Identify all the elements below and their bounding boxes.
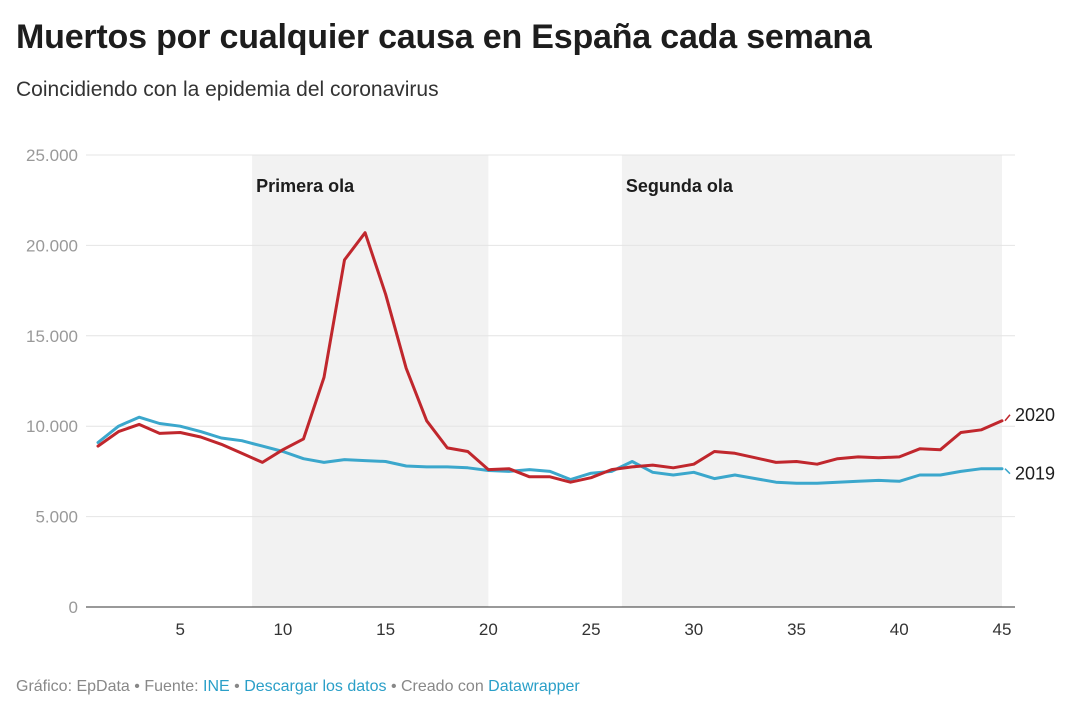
series-connector-2019	[1004, 468, 1011, 475]
x-tick-label: 25	[582, 620, 601, 639]
chart-title: Muertos por cualquier causa en España ca…	[16, 18, 872, 56]
band-2	[621, 155, 1002, 607]
x-tick-label: 15	[376, 620, 395, 639]
series-line-2019	[96, 415, 1004, 485]
download-data-link[interactable]: Descargar los datos	[244, 678, 387, 695]
y-tick-label: 15.000	[26, 327, 78, 346]
series-labels-layer: 2020 2019	[1004, 405, 1055, 484]
band-label-2: Segunda ola	[626, 176, 734, 196]
x-tick-label: 20	[479, 620, 498, 639]
y-tick-label: 25.000	[26, 146, 78, 165]
bands-layer: Primera ola Segunda ola	[252, 155, 1002, 607]
x-tick-label: 10	[273, 620, 292, 639]
x-tick-label: 30	[684, 620, 703, 639]
x-tick-label: 5	[175, 620, 184, 639]
footer-sep-2: • Creado con	[386, 678, 489, 695]
x-axis: 5 10 15 20 25 30 35 40 45	[175, 620, 1011, 639]
chart-footer: Gráfico: EpData • Fuente: INE • Descarga…	[16, 678, 580, 696]
series-connector-2020	[1004, 414, 1011, 422]
y-tick-label: 5.000	[35, 508, 78, 527]
series-line-2020	[96, 231, 1004, 484]
band-1	[252, 155, 489, 607]
y-tick-label: 0	[69, 598, 78, 617]
grid-layer	[86, 154, 1015, 608]
series-label-2020: 2020	[1015, 405, 1055, 425]
y-axis: 0 5.000 10.000 15.000 20.000 25.000	[26, 146, 78, 617]
x-tick-label: 35	[787, 620, 806, 639]
footer-prefix: Gráfico: EpData • Fuente:	[16, 678, 204, 695]
chart-subtitle: Coincidiendo con la epidemia del coronav…	[16, 78, 439, 101]
x-tick-label: 45	[993, 620, 1012, 639]
x-tick-label: 40	[890, 620, 909, 639]
datawrapper-link[interactable]: Datawrapper	[488, 678, 580, 695]
y-tick-label: 20.000	[26, 236, 78, 255]
lines-layer	[96, 231, 1004, 485]
series-label-2019: 2019	[1015, 464, 1055, 484]
footer-sep-1: •	[229, 678, 245, 695]
y-tick-label: 10.000	[26, 417, 78, 436]
source-link[interactable]: INE	[203, 678, 230, 695]
band-label-1: Primera ola	[256, 176, 355, 196]
